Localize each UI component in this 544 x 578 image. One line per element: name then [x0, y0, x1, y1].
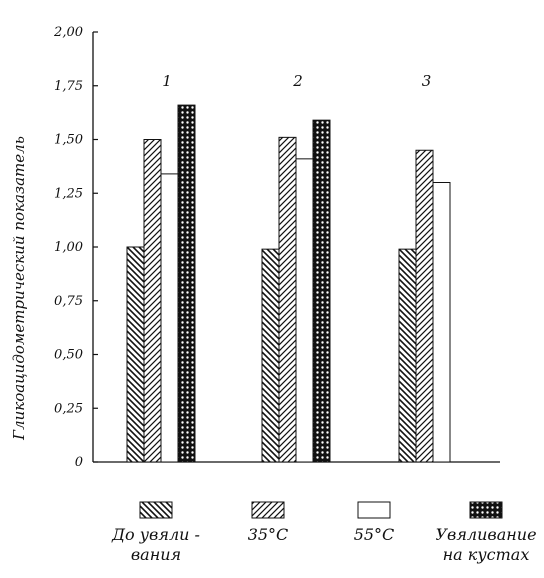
legend-label-2: 35°С [248, 525, 289, 544]
y-tick-label: 0 [75, 455, 83, 470]
legend-swatch-1 [139, 501, 173, 519]
y-tick-label: 1,00 [54, 240, 83, 255]
bar-group2-series3 [295, 158, 314, 463]
bar-group3-series3 [432, 182, 451, 463]
y-tick-label: 2,00 [53, 25, 83, 40]
y-axis-title: Гликоацидометрический показатель [10, 136, 28, 441]
bar-group1-series4 [177, 104, 196, 463]
y-tick-label: 1,25 [54, 186, 83, 201]
bar-group3-series1 [398, 248, 417, 463]
bar-group1-series1 [126, 246, 145, 463]
bar-group2-series2 [278, 136, 297, 463]
labels: 0 0,25 0,50 0,75 1,00 1,25 1,50 1,75 2,00 Гликоац… [10, 25, 431, 470]
legend-swatch-4 [469, 501, 503, 519]
y-tick-label: 1,50 [54, 133, 83, 148]
group-label-2: 2 [292, 72, 303, 90]
group-label-1: 1 [162, 72, 172, 90]
bar-group2-series4 [312, 119, 331, 463]
y-tick-label: 0,25 [54, 401, 83, 416]
bar-group1-series2 [143, 139, 162, 463]
legend-swatch-2 [251, 501, 285, 519]
bar-group2-series1 [261, 248, 280, 463]
y-tick-label: 0,50 [54, 348, 83, 363]
group-label-3: 3 [422, 72, 432, 90]
legend-label-1: вания [131, 545, 181, 564]
legend-swatch-3 [357, 501, 391, 519]
bars [126, 104, 451, 463]
legend-label-3: 55°С [354, 525, 395, 544]
legend-label-4: на кустах [443, 545, 530, 564]
bar-group1-series3 [160, 173, 179, 463]
y-tick-label: 1,75 [54, 79, 83, 94]
legend-label-4: Увяливание [435, 525, 536, 544]
y-tick-label: 0,75 [54, 294, 83, 309]
legend-label-1: До увяли - [111, 525, 200, 544]
bar-group3-series2 [415, 149, 434, 463]
